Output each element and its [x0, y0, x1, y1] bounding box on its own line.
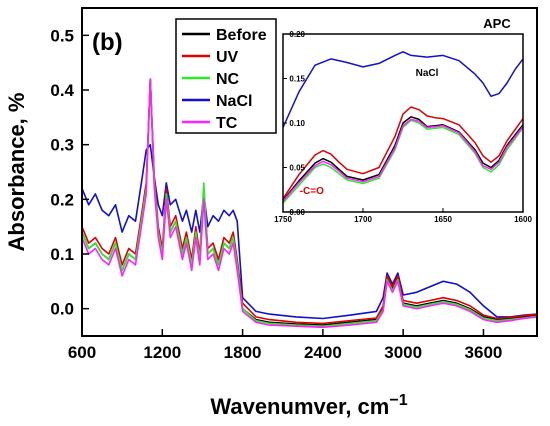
legend-label-nc: NC [216, 71, 240, 88]
x-axis-label-text: Wavenumver, cm [210, 394, 389, 419]
inset-title: APC [483, 16, 511, 31]
x-tick-label: 3600 [465, 343, 503, 362]
panel-label: (b) [92, 29, 123, 56]
inset-annotation: NaCl [416, 68, 439, 79]
inset-x-tick-label: 1700 [354, 215, 372, 224]
inset-x-tick-label: 1650 [434, 215, 452, 224]
x-axis-label: Wavenumver, cm−1 [210, 392, 407, 419]
inset-chart: 1750 1700 1650 1600 0.00 0.05 0.10 0.15 0.20 APC… [274, 16, 532, 224]
inset-y-tick-label: 0.20 [289, 30, 305, 39]
inset-annotation: -C=O [300, 186, 324, 197]
inset-series-line [282, 118, 524, 202]
x-axis-label-superscript: −1 [389, 392, 407, 409]
y-tick-label: 0.3 [50, 136, 74, 155]
main-ticks-group: 600 1200 1800 2400 3000 3600 0.0 0.1 0.2 0.3 0.4 0.… [50, 26, 502, 362]
series-line-nc [81, 78, 538, 328]
inset-annotations: NaCl -C=O [300, 68, 439, 197]
inset-series-line [282, 106, 524, 200]
x-tick-label: 3000 [384, 343, 422, 362]
legend-label-before: Before [216, 27, 267, 44]
series-line-uv [81, 78, 538, 325]
y-tick-label: 0.0 [50, 300, 74, 319]
x-tick-label: 600 [68, 343, 96, 362]
inset-ticks-group: 1750 1700 1650 1600 0.00 0.05 0.10 0.15 0.20 [274, 30, 532, 224]
inset-series-line [282, 51, 524, 128]
y-tick-label: 0.1 [50, 245, 74, 264]
legend-box [175, 18, 277, 134]
y-tick-label: 0.4 [50, 81, 74, 100]
inset-x-tick-label: 1600 [514, 215, 532, 224]
inset-y-tick-label: 0.05 [289, 164, 305, 173]
legend-label-uv: UV [216, 49, 239, 66]
series-line-tc [81, 78, 538, 329]
inset-x-tick-label: 1750 [274, 215, 292, 224]
inset-series-line [282, 116, 524, 201]
inset-y-tick-label: 0.15 [289, 75, 305, 84]
y-tick-label: 0.5 [50, 26, 74, 45]
inset-y-tick-label: 0.10 [289, 119, 305, 128]
inset-y-tick-label: 0.00 [289, 208, 305, 217]
legend: Before UV NC NaCl TC [175, 18, 277, 134]
x-tick-label: 1200 [143, 343, 181, 362]
y-axis-label: Absorbance, % [4, 93, 29, 252]
legend-label-tc: TC [216, 115, 238, 132]
main-series-group [81, 78, 538, 329]
legend-items: Before UV NC NaCl TC [182, 27, 267, 132]
series-line-nacl [81, 143, 538, 320]
y-tick-label: 0.2 [50, 190, 74, 209]
legend-label-nacl: NaCl [216, 93, 252, 110]
x-tick-label: 2400 [304, 343, 342, 362]
inset-series-group [282, 51, 524, 204]
main-plot-frame [81, 7, 538, 337]
x-tick-label: 1800 [224, 343, 262, 362]
